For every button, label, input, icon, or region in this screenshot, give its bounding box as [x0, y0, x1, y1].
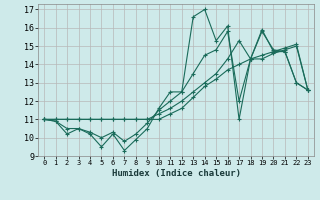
X-axis label: Humidex (Indice chaleur): Humidex (Indice chaleur): [111, 169, 241, 178]
